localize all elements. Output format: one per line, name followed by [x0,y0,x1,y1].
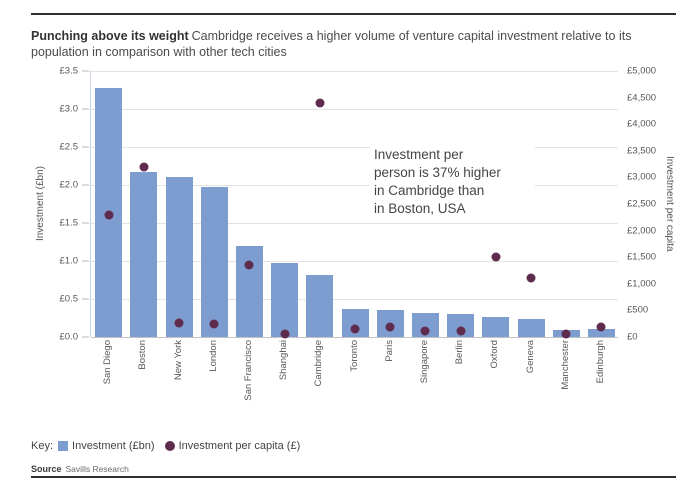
x-axis-label: Toronto [348,340,360,372]
x-axis-label: Paris [383,340,395,362]
legend: Key: Investment (£bn) Investment per capi… [31,440,310,452]
right-axis-tick-label: £1,000 [627,278,657,290]
bar-edinburgh [587,329,615,337]
dot-oxford [491,252,501,262]
gridline [91,260,618,262]
x-axis-label: Berlin [454,340,466,365]
x-axis-label: Geneva [524,340,536,374]
x-axis-label: Shanghai [278,340,290,381]
x-axis-label: London [207,340,219,372]
left-axis-tick-label: £1.0 [60,256,89,267]
dot-san-diego [104,210,114,220]
dot-singapore [420,326,430,336]
bar-london [200,187,228,337]
bar-boston [130,172,158,337]
gridline [91,222,618,224]
dot-toronto [350,324,360,334]
annotation-line: Investment per [374,147,464,162]
x-axis-label: Manchester [559,340,571,390]
x-axis-label: Oxford [489,340,501,369]
x-axis-label: San Francisco [242,340,254,401]
dot-edinburgh [596,322,606,332]
legend-item: Investment (£bn) [58,440,155,452]
annotation-line: in Boston, USA [374,201,466,216]
x-axis-label: Edinburgh [594,340,606,384]
gridline [91,298,618,300]
left-axis-tick-label: £1.5 [60,218,89,229]
dot-boston [139,162,149,172]
dot-paris [385,322,395,332]
bar-geneva [517,318,545,337]
dot-berlin [456,326,466,336]
dot-new-york [174,318,184,328]
bar-shanghai [271,263,299,337]
dot-cambridge [315,98,325,108]
chart-heading: Punching above its weight Cambridge recei… [31,28,641,60]
legend-item: Investment per capita (£) [164,440,301,452]
gridline [91,184,618,186]
left-axis-tick-label: £3.5 [60,66,89,77]
chart-subtitle: Cambridge receives a higher volume of ve… [31,29,632,59]
x-axis-label: San Diego [102,340,114,385]
right-axis-ticks: £0 £500 £1,000 £1,500 £2,000 £2,500 £3,000 £3,5… [623,66,665,343]
annotation-line: in Cambridge than [374,183,485,198]
bar-san-francisco [235,245,263,337]
right-axis-tick-label: £1,500 [627,251,657,263]
figure-panel: Punching above its weight Cambridge recei… [31,13,676,478]
right-axis-tick-label: £5,000 [627,65,657,77]
chart-title: Punching above its weight [31,29,189,43]
legend-label: Key: [31,440,54,452]
dot-geneva [526,273,536,283]
x-axis-label: Cambridge [313,340,325,387]
right-axis-tick-label: £2,500 [627,198,657,210]
chart: Investment (£bn) £0.0 £0.5 £1.0 £1.5 £2.0 £2.… [31,66,676,423]
x-axis-labels: San Diego Boston New York London San Francis… [90,340,618,422]
bar-cambridge [306,275,334,337]
right-axis-title: Investment per capita [664,156,675,252]
right-axis-tick-label: £2,000 [627,225,657,237]
legend-swatch-square [58,441,69,451]
source: Source Savills Research [31,464,129,474]
left-axis-title: Investment (£bn) [34,166,46,242]
legend-item-label: Investment (£bn) [72,440,155,452]
source-text: Savills Research [65,464,129,474]
left-axis-tick-label: £2.0 [60,180,89,191]
right-axis-tick-label: £0 [627,331,638,343]
left-axis-tick-label: £0.5 [60,294,89,305]
bar-oxford [482,317,510,337]
dot-london [209,319,219,329]
left-axis-tick-label: £3.0 [60,104,89,115]
annotation-line: person is 37% higher [374,165,501,180]
right-axis-tick-label: £4,500 [627,92,657,104]
bar-new-york [165,177,193,337]
dot-san-francisco [244,260,254,270]
x-axis-label: Boston [137,340,149,370]
bottom-rule [31,476,676,478]
right-axis-tick-label: £500 [627,304,649,316]
right-axis-tick-label: £3,500 [627,145,657,157]
left-axis-tick-label: £2.5 [60,142,89,153]
bar-berlin [447,314,475,337]
plot-area: Investment per person is 37% higher in Cam… [90,70,618,339]
gridline [91,108,618,110]
gridline [91,70,618,72]
gridline [91,146,618,148]
left-axis-ticks: £0.0 £0.5 £1.0 £1.5 £2.0 £2.5 £3.0 £3.5 [47,66,89,343]
top-rule [31,13,676,15]
x-axis-label: New York [172,340,184,381]
dot-manchester [561,329,571,339]
gridline [91,336,618,338]
legend-swatch-circle [164,441,175,451]
legend-item-label: Investment per capita (£) [178,440,301,452]
x-axis-label: Singapore [418,340,430,384]
annotation: Investment per person is 37% higher in Cam… [370,144,535,222]
right-axis-tick-label: £4,000 [627,118,657,130]
right-axis-tick-label: £3,000 [627,171,657,183]
left-axis-tick-label: £0.0 [60,332,89,343]
source-label: Source [31,464,62,474]
dot-shanghai [280,329,290,339]
